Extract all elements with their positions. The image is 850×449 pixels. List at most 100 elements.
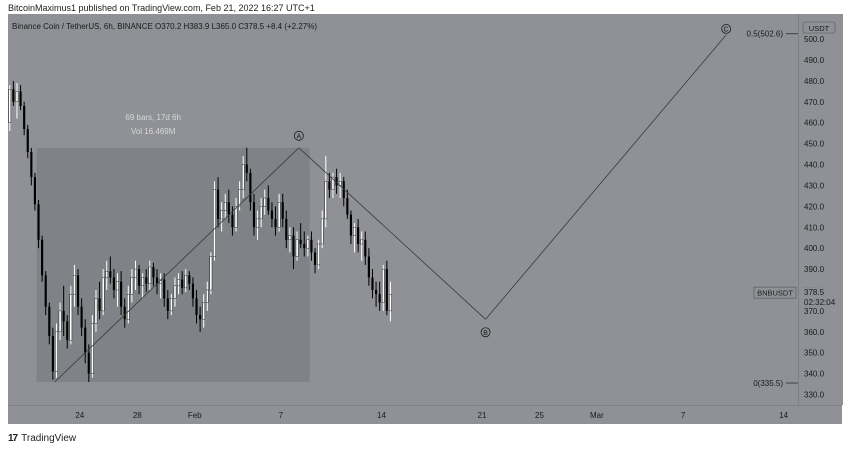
price-tick-label: 490.0 [804,56,825,65]
candle-body [73,275,76,295]
candle-body [263,197,267,207]
price-tick-label: 370.0 [804,307,825,316]
candle-body [37,204,40,240]
candle-body [292,235,295,257]
candle-body [173,285,177,299]
candle-body [155,277,159,284]
candle-body [12,89,15,102]
measure-box [36,147,310,382]
candle-body [245,164,248,173]
price-tick-label: 430.0 [804,181,825,190]
price-tick-label: 360.0 [804,328,825,337]
candle-body [23,106,26,129]
candle-body [252,202,256,228]
candle-body [270,210,274,219]
symbol-info: Binance Coin / TetherUS, 6h, BINANCE O37… [12,22,317,31]
candle-body [80,306,83,328]
price-chart[interactable]: 69 bars, 17d 6h Vol 16.469M 0.5(502.6) 0(3… [8,14,798,405]
candle-body [26,129,29,152]
candle-body [199,315,202,320]
candle-body [141,277,144,287]
measure-bars-label: 69 bars, 17d 6h [125,113,181,122]
countdown-label: 02:32:04 [804,298,836,307]
candle-body [55,331,58,372]
candle-body [177,279,180,287]
candle-body [191,283,195,299]
candle-body [238,189,241,207]
time-tick-label: 14 [377,411,386,420]
candle-body [249,172,252,203]
candle-body [277,201,281,228]
candle-body [33,177,37,205]
candle-body [299,239,302,244]
candle-body [188,275,191,284]
price-axis[interactable]: 330.0340.0350.0360.0370.0380.0390.0400.0… [798,14,843,405]
wave-label-c: C [724,26,729,33]
wave-line [298,147,486,320]
candle-body [206,289,209,303]
candle-body [364,239,367,257]
last-price-label: 378.5 [804,288,825,297]
candle-body [98,298,101,311]
candle-body [163,279,166,299]
candle-body [123,306,126,320]
candle-body [378,294,381,303]
candle-body [58,310,62,333]
candle-body [381,268,385,303]
candle-body [227,202,230,215]
candle-body [87,352,90,374]
candle-body [288,235,292,241]
fib-level-label: 0.5(502.6) [747,30,784,39]
candle-body [181,279,184,288]
candle-body [170,298,173,312]
candle-body [120,281,123,307]
candle-body [313,252,317,265]
chart-area[interactable]: 69 bars, 17d 6h Vol 16.469M 0.5(502.6) 0(3… [8,14,798,405]
time-axis-svg: 24 28 Feb 7 14 21 25 Mar 7 14 [75,411,788,420]
candle-body [213,189,216,257]
price-tick-label: 330.0 [804,391,825,400]
candle-body [184,275,188,289]
time-axis[interactable]: 24 28 Feb 7 14 21 25 Mar 7 14 [8,405,842,424]
price-tick-label: 450.0 [804,140,825,149]
candle-body [116,281,119,291]
wave-label-circle [480,327,491,338]
candle-body [94,298,98,324]
time-tick-label: 14 [779,411,788,420]
candle-body [303,244,306,249]
ohlc-change: +8.4 (+2.27%) [266,22,317,31]
candle-body [367,256,370,278]
time-tick-label: 25 [535,411,544,420]
candle-body [76,275,80,307]
candle-body [223,201,227,211]
candle-body [202,302,205,320]
candle-body [389,293,392,312]
ohlc-open: O370.2 [155,22,182,31]
candle-body [349,214,353,236]
candle-body [19,91,22,106]
candle-body [148,266,152,284]
price-tick-label: 340.0 [804,370,825,379]
candle-body [30,152,33,178]
candle-body [285,218,288,240]
candle-body [256,218,259,228]
time-tick-label: 7 [279,411,284,420]
symbol-name: Binance Coin / TetherUS, 6h, BINANCE [12,22,153,31]
price-tick-label: 500.0 [804,35,825,44]
time-tick-label: Feb [188,411,202,420]
candle-body [152,267,155,278]
time-tick-label: Mar [590,411,604,420]
price-tick-label: 480.0 [804,77,825,86]
candle-body [360,239,363,245]
candle-body [48,306,51,336]
last-price-box [799,287,843,308]
price-tick-label: 390.0 [804,265,825,274]
wave-label-a: A [297,133,302,140]
candle-body [374,290,378,295]
candle-body [137,269,141,286]
ticker-badge [753,286,797,299]
candle-body [328,181,331,190]
price-tick-label: 440.0 [804,161,825,170]
candle-body [335,177,338,186]
candle-body [8,89,12,123]
